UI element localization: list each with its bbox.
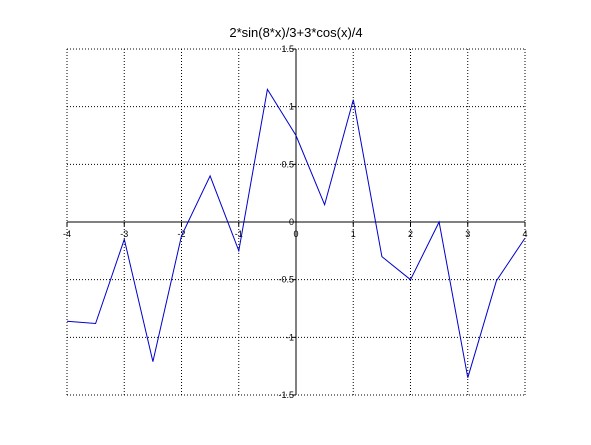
x-tick-label: 1 <box>351 229 356 239</box>
y-tick-label: 0.5 <box>281 159 294 169</box>
y-tick-label: 1.5 <box>281 44 294 54</box>
y-tick-label: 0 <box>289 217 294 227</box>
tick-labels: -4 -3 -2 -1 0 1 2 3 4 -1.5 -1 -0.5 0 0.5 1 1.5 <box>63 44 528 400</box>
y-tick-label: -1.5 <box>278 390 294 400</box>
chart-title: 2*sin(8*x)/3+3*cos(x)/4 <box>229 25 362 40</box>
x-tick-label: -2 <box>177 229 185 239</box>
x-tick-label: 3 <box>465 229 470 239</box>
x-tick-label: -3 <box>120 229 128 239</box>
x-tick-label: 2 <box>408 229 413 239</box>
x-tick-label: -1 <box>235 229 243 239</box>
series-line <box>66 88 526 378</box>
series <box>66 88 526 378</box>
y-tick-label: 1 <box>289 102 294 112</box>
x-tick-label: 0 <box>293 229 298 239</box>
x-tick-label: 4 <box>522 229 527 239</box>
axes <box>66 48 526 396</box>
y-tick-label: -1 <box>286 332 294 342</box>
y-tick-label: -0.5 <box>278 275 294 285</box>
x-tick-label: -4 <box>63 229 71 239</box>
